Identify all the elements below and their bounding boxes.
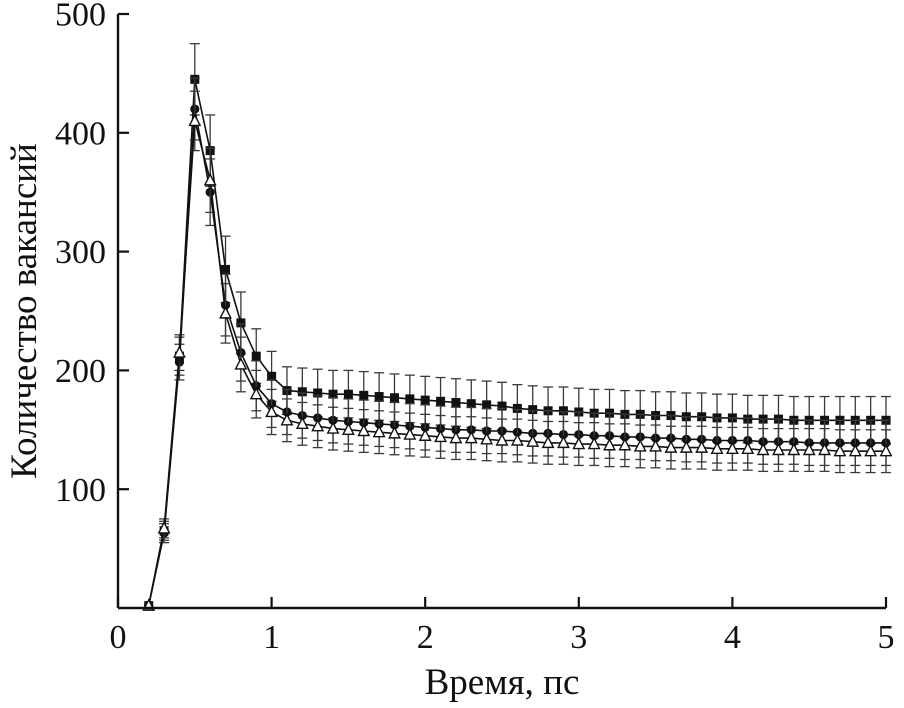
x-tick-label: 3: [570, 619, 587, 656]
line-triangles: [147, 120, 886, 606]
x-tick-label: 4: [724, 619, 741, 656]
x-tick-label: 5: [878, 619, 895, 656]
markers-triangles: [142, 113, 893, 611]
y-ticks: 100 200 300 400 500: [55, 0, 129, 509]
y-axis-title: Количество вакансий: [4, 143, 45, 479]
x-tick-label: 1: [263, 619, 280, 656]
y-tick-label: 500: [55, 0, 106, 34]
series-filled-squares: [144, 43, 891, 611]
axes: [116, 14, 886, 610]
x-axis-title: Время, пс: [425, 662, 580, 703]
y-tick-label: 200: [55, 353, 106, 390]
y-tick-label: 300: [55, 234, 106, 271]
error-bars-circles: [159, 77, 891, 544]
x-ticks: 0 1 2 3 4 5: [110, 597, 895, 656]
y-tick-label: 400: [55, 115, 106, 152]
line-squares: [147, 79, 886, 606]
error-bars-squares: [159, 43, 891, 541]
series-open-triangles: [142, 90, 893, 611]
x-tick-label: 0: [110, 619, 127, 656]
x-tick-label: 2: [417, 619, 434, 656]
error-bars-triangles: [159, 90, 891, 539]
y-tick-label: 100: [55, 472, 106, 509]
